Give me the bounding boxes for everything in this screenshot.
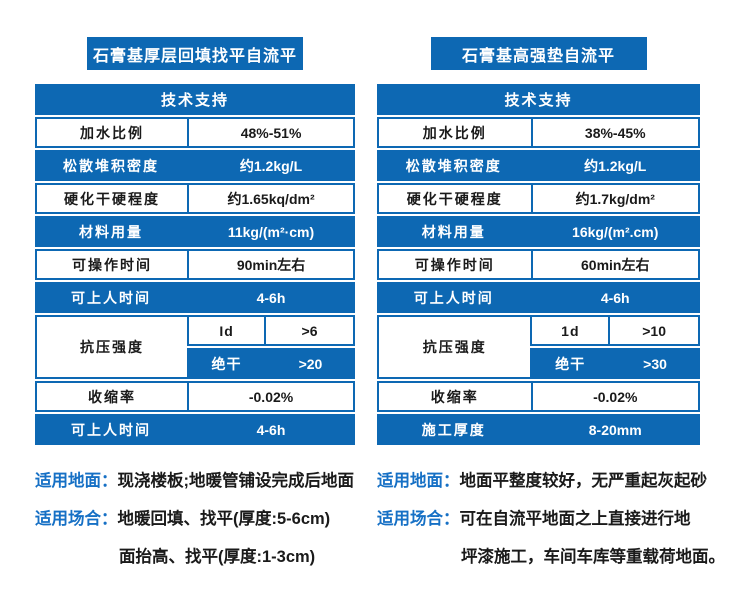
row-value: -0.02%	[530, 383, 698, 410]
spec-row: 材料用量 16kg/(m².cm)	[377, 216, 700, 247]
row-label: 材料用量	[79, 223, 143, 240]
row-value: 8-20mm	[588, 421, 642, 438]
strength-period-cell: 1d	[532, 317, 611, 344]
note-label: 适用场合：	[35, 510, 118, 528]
product-column-thick-fill: 石膏基厚层回填找平自流平 技术支持 加水比例 48%-51% 松散堆积密度 约1…	[35, 37, 355, 576]
product-title: 石膏基厚层回填找平自流平	[87, 37, 303, 70]
product-column-high-strength: 石膏基高强垫自流平 技术支持 加水比例 38%-45% 松散堆积密度 约1.2k…	[377, 37, 725, 576]
spec-row: 可上人时间 4-6h	[35, 282, 355, 313]
row-value: 16kg/(m².cm)	[572, 223, 659, 240]
table-header-row: 技术支持	[377, 84, 700, 115]
row-value: 约1.65kq/dm²	[187, 185, 353, 212]
row-label: 加水比例	[80, 124, 145, 141]
note-text: 坪漆施工，车间车库等重载荷地面。	[461, 548, 725, 566]
spec-row: 加水比例 48%-51%	[35, 117, 355, 148]
row-label: 施工厚度	[421, 421, 486, 438]
table-header-row: 技术支持	[35, 84, 355, 115]
note-text: 现浇楼板;地暖管铺设完成后地面	[117, 472, 355, 490]
note-label: 适用地面：	[35, 472, 118, 490]
row-label: 松散堆积密度	[63, 157, 159, 174]
strength-subrow-1d: Id >6	[187, 315, 355, 346]
note-text: 面抬高、找平(厚度:1-3cm)	[119, 548, 316, 566]
strength-subrow-dry: 绝干 >20	[187, 348, 355, 379]
strength-period-cell: Id	[189, 317, 267, 344]
spec-row: 材料用量 11kg/(m²·cm)	[35, 216, 355, 247]
strength-value-cell: >10	[642, 322, 666, 339]
spec-row: 施工厚度 8-20mm	[377, 414, 700, 445]
row-label: 加水比例	[422, 124, 487, 141]
note-suitable-floor: 适用地面：地面平整度较好，无严重起灰起砂	[377, 462, 707, 500]
spec-row: 可操作时间 60min左右	[377, 249, 700, 280]
spec-row: 可上人时间 4-6h	[35, 414, 355, 445]
row-label: 可上人时间	[71, 289, 151, 306]
usage-notes: 适用地面：现浇楼板;地暖管铺设完成后地面 适用场合：地暖回填、找平(厚度:5-6…	[35, 462, 355, 576]
spec-row: 可操作时间 90min左右	[35, 249, 355, 280]
spec-row: 松散堆积密度 约1.2kg/L	[35, 150, 355, 181]
spec-row: 可上人时间 4-6h	[377, 282, 700, 313]
row-value: 38%-45%	[530, 119, 698, 146]
row-label: 材料用量	[421, 223, 486, 240]
row-value: 4-6h	[256, 289, 286, 306]
note-suitable-scene-cont: 坪漆施工，车间车库等重载荷地面。	[377, 538, 725, 576]
row-label: 收缩率	[430, 388, 479, 405]
row-label: 可上人时间	[71, 421, 151, 438]
spec-row: 加水比例 38%-45%	[377, 117, 700, 148]
strength-split-row: 抗压强度 Id >6 绝干 >20	[35, 315, 355, 379]
row-value: 48%-51%	[187, 119, 353, 146]
spec-table: 技术支持 加水比例 38%-45% 松散堆积密度 约1.2kg/L 硬化干硬程度…	[377, 84, 700, 445]
note-text: 可在自流平地面之上直接进行地	[459, 510, 691, 528]
strength-subtable: Id >6 绝干 >20	[187, 315, 355, 379]
note-suitable-scene: 适用场合：地暖回填、找平(厚度:5-6cm)	[35, 500, 355, 538]
strength-subtable: 1d >10 绝干 >30	[530, 315, 700, 379]
note-suitable-scene: 适用场合：可在自流平地面之上直接进行地	[377, 500, 700, 538]
row-value: 4-6h	[256, 421, 286, 438]
product-title: 石膏基高强垫自流平	[430, 37, 647, 70]
spec-row: 松散堆积密度 约1.2kg/L	[377, 150, 700, 181]
usage-notes: 适用地面：地面平整度较好，无严重起灰起砂 适用场合：可在自流平地面之上直接进行地…	[377, 462, 725, 576]
strength-period-cell: 绝干	[555, 355, 586, 372]
spec-row: 硬化干硬程度 约1.7kg/dm²	[377, 183, 700, 214]
strength-value-cell: >30	[643, 355, 667, 372]
row-label: 可操作时间	[72, 256, 153, 273]
strength-split-row: 抗压强度 1d >10 绝干 >30	[377, 315, 700, 379]
strength-subrow-1d: 1d >10	[530, 315, 700, 346]
row-label: 抗压强度	[377, 315, 531, 379]
row-value: -0.02%	[187, 383, 353, 410]
note-text: 地面平整度较好，无严重起灰起砂	[459, 472, 708, 490]
strength-value-cell: >6	[301, 322, 318, 339]
spec-row: 硬化干硬程度 约1.65kq/dm²	[35, 183, 355, 214]
row-label: 收缩率	[88, 388, 137, 405]
strength-value-cell: >20	[298, 355, 323, 372]
row-label: 可上人时间	[413, 289, 494, 306]
note-suitable-scene-cont: 面抬高、找平(厚度:1-3cm)	[35, 538, 355, 576]
row-value: 约1.7kg/dm²	[530, 185, 698, 212]
spec-row: 收缩率 -0.02%	[377, 381, 700, 412]
table-header-cell: 技术支持	[160, 92, 229, 109]
spec-row: 收缩率 -0.02%	[35, 381, 355, 412]
row-value: 4-6h	[600, 289, 630, 306]
note-text: 地暖回填、找平(厚度:5-6cm)	[117, 510, 331, 528]
row-value: 90min左右	[187, 251, 353, 278]
note-label: 适用地面：	[377, 472, 460, 490]
row-value: 11kg/(m²·cm)	[227, 223, 315, 240]
row-label: 硬化干硬程度	[64, 190, 161, 207]
row-label: 抗压强度	[35, 315, 187, 379]
row-label: 可操作时间	[414, 256, 495, 273]
note-suitable-floor: 适用地面：现浇楼板;地暖管铺设完成后地面	[35, 462, 355, 500]
row-label: 硬化干硬程度	[406, 190, 503, 207]
table-header-cell: 技术支持	[504, 92, 573, 109]
spec-table: 技术支持 加水比例 48%-51% 松散堆积密度 约1.2kg/L 硬化干硬程度…	[35, 84, 355, 445]
row-value: 60min左右	[530, 251, 698, 278]
row-value: 约1.2kg/L	[239, 157, 303, 174]
note-label: 适用场合：	[377, 510, 460, 528]
strength-period-cell: 绝干	[211, 355, 242, 372]
row-value: 约1.2kg/L	[584, 157, 647, 174]
strength-subrow-dry: 绝干 >30	[530, 348, 700, 379]
row-label: 松散堆积密度	[405, 157, 502, 174]
